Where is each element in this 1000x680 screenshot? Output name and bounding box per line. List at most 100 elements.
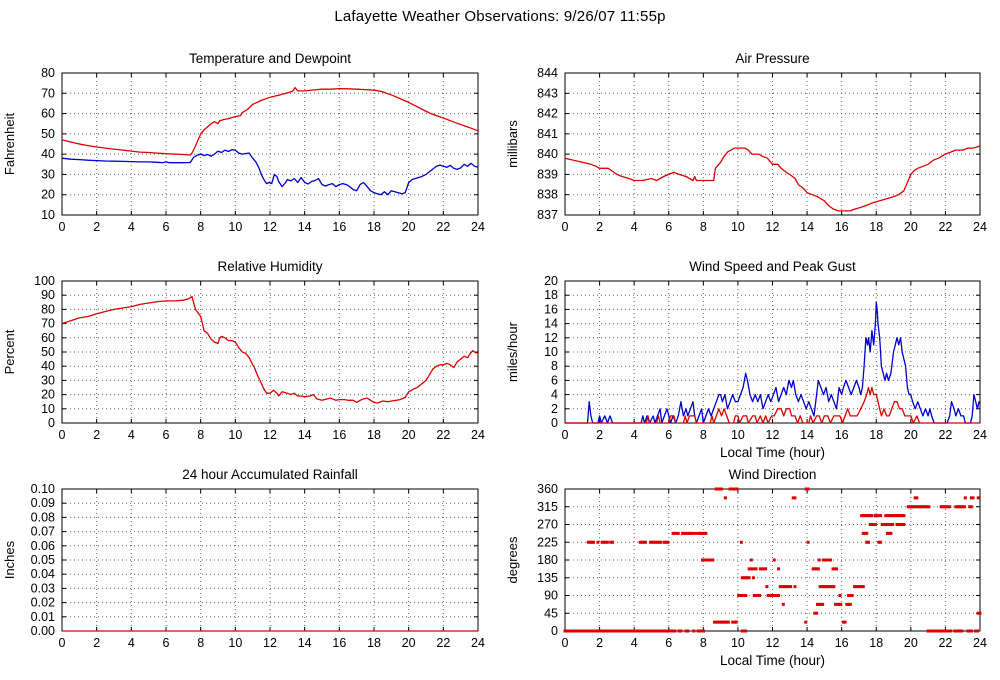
wind-direction-point <box>895 523 899 526</box>
wind-direction-point <box>725 620 729 624</box>
wind-direction-point <box>689 531 693 535</box>
y-tick-label: 0.02 <box>31 596 55 610</box>
wind-direction-point <box>637 629 641 633</box>
wind-direction-point <box>962 505 966 509</box>
wind-direction-point <box>947 629 951 633</box>
wind-direction-point <box>592 629 596 633</box>
wind-direction-point <box>582 629 586 633</box>
wind-direction-point <box>770 594 774 597</box>
y-tick-label: 20 <box>41 188 55 202</box>
wind-direction-point <box>976 496 980 500</box>
wind-direction-point <box>611 629 615 633</box>
wind-direction-point <box>605 540 609 544</box>
wind-direction-point <box>758 567 762 571</box>
y-tick-label: 0 <box>551 416 558 430</box>
wind-direction-point <box>591 629 595 633</box>
wind-direction-point <box>586 540 590 544</box>
wind-direction-point <box>596 629 600 633</box>
wind-direction-point <box>599 629 603 633</box>
wind-direction-point <box>589 629 593 633</box>
y-tick-label: 0.05 <box>31 553 55 567</box>
wind-direction-point <box>927 505 931 509</box>
x-tick-label: 8 <box>700 428 707 442</box>
x-tick-label: 24 <box>471 636 485 650</box>
y-tick-label: 40 <box>41 359 55 373</box>
x-tick-label: 10 <box>731 220 745 234</box>
wind-direction-point <box>749 558 753 562</box>
x-axis-label: Local Time (hour) <box>720 445 825 460</box>
x-tick-label: 4 <box>128 636 135 650</box>
x-tick-label: 6 <box>665 428 672 442</box>
wind-direction-point <box>870 523 874 526</box>
wind-direction-point <box>815 602 819 606</box>
x-tick-label: 16 <box>332 428 346 442</box>
y-tick-label: 80 <box>41 66 55 80</box>
wind-direction-point <box>730 487 734 491</box>
wind-direction-point <box>959 505 963 509</box>
y-tick-label: 0.08 <box>31 510 55 524</box>
wind-direction-point <box>773 594 777 597</box>
wind-direction-point <box>884 514 888 518</box>
wind-direction-point <box>740 629 744 633</box>
wind-direction-point <box>848 594 852 597</box>
wind-direction-point <box>684 629 688 633</box>
y-tick-label: 40 <box>41 147 55 161</box>
wind-direction-point <box>813 567 817 571</box>
x-tick-label: 18 <box>367 636 381 650</box>
wind-direction-point <box>699 531 703 535</box>
wind-direction-point <box>692 629 696 633</box>
wind-direction-point <box>915 505 919 509</box>
x-tick-label: 24 <box>973 636 987 650</box>
wind-direction-point <box>641 629 645 633</box>
wind-direction-point <box>806 487 810 491</box>
wind-direction-point <box>939 505 943 509</box>
y-axis-label: miles/hour <box>505 321 520 382</box>
wind-direction-point <box>822 585 826 589</box>
wind-direction-point <box>745 576 749 580</box>
x-tick-label: 12 <box>766 428 780 442</box>
wind-direction-point <box>861 585 865 589</box>
wind-direction-point <box>906 505 910 509</box>
wind-direction-point <box>667 629 671 633</box>
wind-direction-point <box>752 567 756 571</box>
wind-direction-point <box>866 514 870 518</box>
wind-direction-point <box>963 496 967 500</box>
x-tick-label: 0 <box>562 220 569 234</box>
x-tick-label: 10 <box>228 428 242 442</box>
wind-direction-point <box>815 567 819 571</box>
wind-direction-point <box>765 585 769 589</box>
wind-direction-point <box>868 523 872 526</box>
wind-direction-point <box>726 620 730 624</box>
y-tick-label: 20 <box>41 388 55 402</box>
wind-direction-point <box>742 629 746 633</box>
y-tick-label: 20 <box>544 274 558 288</box>
series-pressure <box>564 145 981 212</box>
y-tick-label: 2 <box>551 402 558 416</box>
wind-direction-point <box>873 514 877 518</box>
wind-direction-point <box>662 540 666 544</box>
wind-direction-point <box>629 629 633 633</box>
wind-direction-point <box>723 620 727 624</box>
wind-direction-point <box>813 611 817 615</box>
x-tick-label: 24 <box>973 428 987 442</box>
wind-direction-point <box>657 540 661 544</box>
y-tick-label: 0 <box>48 416 55 430</box>
y-axis-label: Percent <box>2 329 17 374</box>
wind-direction-point <box>719 620 723 624</box>
wind-direction-point <box>938 629 942 633</box>
wind-direction-point <box>968 629 972 633</box>
wind-direction-point <box>752 594 756 597</box>
wind-direction-point <box>935 629 939 633</box>
wind-direction-point <box>622 629 626 633</box>
wind-direction-point <box>898 523 902 526</box>
wind-direction-point <box>636 629 640 633</box>
wind-direction-point <box>747 567 751 571</box>
wind-direction-point <box>604 540 608 544</box>
wind-direction-point <box>885 531 889 535</box>
wind-direction-point <box>787 585 791 589</box>
wind-direction-point <box>605 629 608 633</box>
wind-direction-point <box>573 629 577 633</box>
x-tick-label: 12 <box>263 220 277 234</box>
wind-direction-point <box>742 576 746 580</box>
